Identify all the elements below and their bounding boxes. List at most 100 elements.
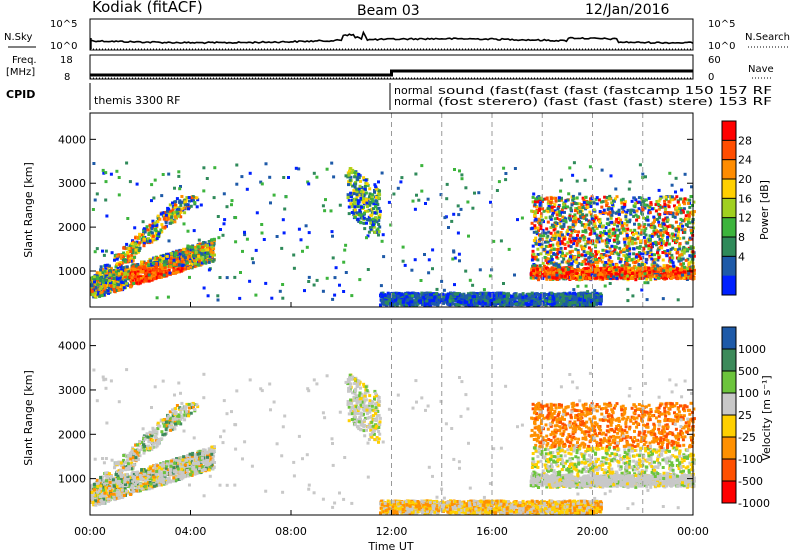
power-cell: [576, 266, 580, 270]
power-cell: [104, 266, 108, 270]
power-cell: [355, 195, 359, 199]
power-cell: [372, 207, 375, 211]
power-cell: [599, 200, 603, 204]
power-cell: [524, 294, 528, 298]
power-cell: [549, 226, 553, 229]
power-cell: [584, 300, 588, 304]
power-cell: [359, 210, 362, 214]
power-cell: [120, 281, 124, 284]
power-cell: [568, 291, 572, 295]
power-cell: [648, 234, 652, 238]
power-cell: [201, 242, 204, 246]
power-cell: [462, 302, 466, 306]
power-cell: [537, 293, 541, 297]
power-cell: [680, 249, 684, 253]
power-cell: [635, 218, 639, 222]
power-cell: [164, 221, 168, 225]
power-cell: [602, 253, 606, 256]
power-cell: [595, 298, 599, 302]
power-cell: [138, 246, 142, 250]
power-cell: [666, 235, 670, 239]
power-cell: [406, 301, 410, 305]
power-cell: [650, 226, 654, 230]
power-cell: [355, 211, 359, 215]
power-cell: [157, 275, 161, 279]
power-cell: [132, 255, 136, 259]
power-cell: [106, 263, 110, 267]
power-cell: [552, 292, 556, 296]
power-cell: [540, 212, 544, 216]
power-cell: [559, 301, 563, 305]
power-cell: [468, 301, 472, 305]
power-cell: [129, 259, 133, 263]
power-cell: [360, 186, 364, 189]
power-cell: [629, 228, 633, 232]
power-cell: [195, 257, 199, 261]
power-cell: [387, 299, 391, 303]
power-cell: [156, 214, 160, 218]
power-cell: [678, 237, 682, 240]
freq-tick-bottom: 8: [64, 72, 70, 83]
power-cell: [682, 236, 686, 240]
power-cell: [365, 205, 369, 209]
power-cell: [353, 215, 357, 219]
power-cell: [682, 219, 686, 223]
power-cell: [560, 241, 564, 245]
power-cell: [167, 217, 171, 221]
power-cell: [519, 303, 523, 307]
power-cell: [190, 245, 194, 249]
power-cell: [122, 284, 126, 288]
power-cell: [568, 257, 571, 261]
power-cell: [181, 209, 185, 212]
power-cell: [606, 262, 610, 266]
power-cell: [495, 300, 499, 304]
power-cell: [193, 245, 197, 249]
power-cell: [599, 292, 603, 296]
power-cell: [502, 291, 506, 295]
power-cell: [373, 211, 377, 215]
power-cell: [200, 249, 204, 253]
power-cell: [378, 213, 382, 217]
power-cell: [404, 303, 408, 307]
power-cell: [570, 262, 574, 266]
power-cell: [607, 234, 611, 238]
power-cell: [598, 257, 601, 261]
power-cell: [116, 277, 119, 281]
power-cell: [362, 194, 366, 198]
power-cell: [505, 303, 509, 307]
power-cell: [147, 237, 150, 241]
power-cell: [583, 245, 587, 248]
power-cell: [583, 291, 586, 295]
nave-tick-bottom: 0: [708, 72, 714, 83]
power-cell: [99, 268, 103, 272]
power-cell: [363, 187, 367, 191]
power-cell: [591, 226, 595, 230]
power-cell: [168, 259, 172, 263]
power-cell: [445, 293, 449, 297]
power-cell: [588, 303, 592, 307]
power-cell: [349, 202, 353, 206]
power-cell: [144, 261, 148, 265]
power-cell: [673, 197, 677, 201]
power-cell: [198, 242, 202, 246]
power-cell: [378, 225, 382, 229]
power-cell: [550, 247, 554, 251]
power-cell: [542, 209, 546, 213]
power-cell: [383, 299, 386, 303]
power-cell: [355, 187, 359, 191]
power-cell: [645, 277, 649, 281]
power-cell: [541, 232, 545, 235]
power-cell: [198, 257, 202, 261]
power-cell: [627, 239, 631, 242]
power-cell: [541, 300, 545, 304]
power-cell: [451, 298, 455, 302]
power-cell: [495, 296, 498, 300]
power-cell: [513, 299, 517, 303]
power-cell: [172, 262, 176, 266]
power-cell: [376, 203, 380, 207]
power-cell: [190, 199, 194, 203]
power-cell: [536, 247, 540, 251]
power-cell: [641, 201, 645, 205]
power-cell: [553, 209, 557, 213]
power-cell: [105, 271, 108, 275]
